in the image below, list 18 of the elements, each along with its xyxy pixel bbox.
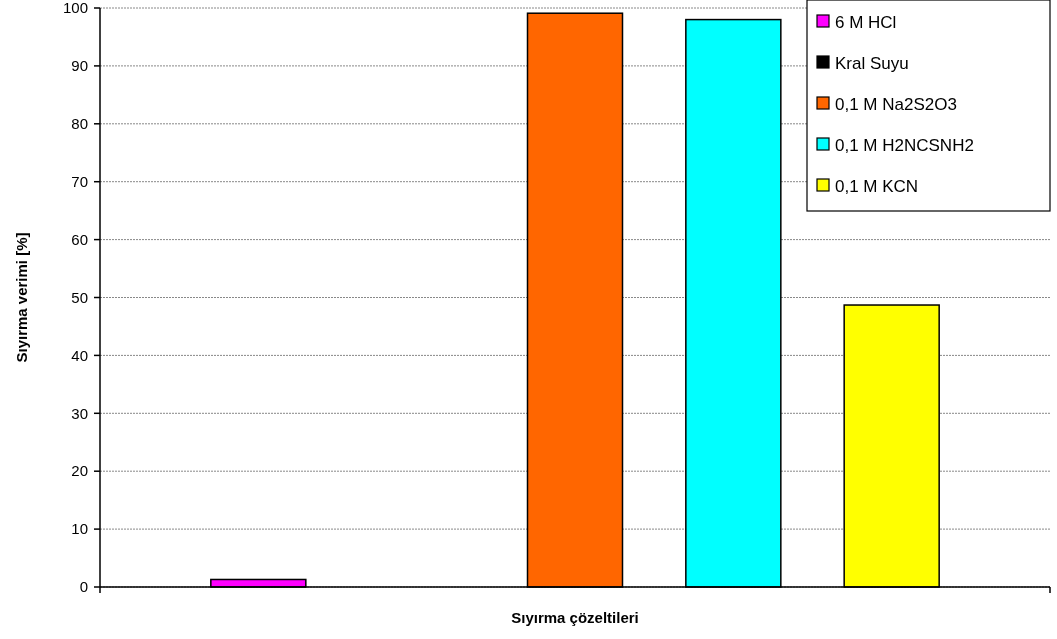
y-tick-label: 50: [71, 288, 88, 306]
legend-label: 6 M HCl: [835, 12, 897, 32]
legend-label: 0,1 M KCN: [835, 176, 919, 196]
y-tick-label: 70: [71, 172, 88, 190]
y-axis-title: Sıyırma verimi [%]: [13, 232, 30, 363]
y-tick-label: 30: [71, 404, 88, 422]
legend-label: Kral Suyu: [835, 53, 909, 73]
y-tick-label: 20: [71, 462, 88, 480]
legend-label: 0,1 M Na2S2O3: [835, 94, 957, 114]
y-tick-label: 40: [71, 346, 88, 364]
y-tick-label: 10: [71, 520, 88, 538]
y-tick-label: 100: [62, 0, 88, 17]
y-tick-label: 0: [79, 578, 88, 596]
legend-label: 0,1 M H2NCSNH2: [835, 135, 974, 155]
y-tick-label: 90: [71, 57, 88, 75]
y-tick-label: 80: [71, 115, 88, 133]
y-tick-label: 60: [71, 230, 88, 248]
x-axis-title: Sıyırma çözeltileri: [511, 609, 639, 626]
